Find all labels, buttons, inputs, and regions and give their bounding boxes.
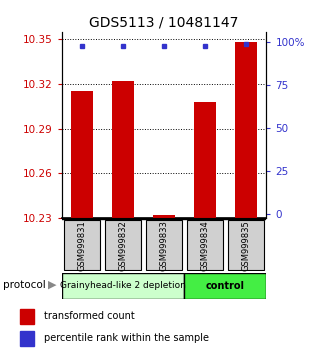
Text: protocol: protocol bbox=[3, 280, 46, 290]
Bar bbox=[184, 273, 266, 299]
Bar bbox=[187, 220, 223, 270]
Bar bbox=[105, 220, 141, 270]
Text: percentile rank within the sample: percentile rank within the sample bbox=[44, 333, 208, 343]
Bar bbox=[153, 215, 175, 218]
Bar bbox=[62, 273, 184, 299]
Bar bbox=[20, 309, 34, 324]
Text: GSM999835: GSM999835 bbox=[241, 220, 250, 270]
Title: GDS5113 / 10481147: GDS5113 / 10481147 bbox=[89, 15, 239, 29]
Text: Grainyhead-like 2 depletion: Grainyhead-like 2 depletion bbox=[60, 281, 186, 290]
Bar bbox=[20, 331, 34, 346]
Bar bbox=[71, 91, 93, 218]
Bar bbox=[235, 42, 257, 218]
Text: GSM999834: GSM999834 bbox=[200, 220, 209, 270]
Text: control: control bbox=[206, 281, 245, 291]
Bar bbox=[146, 220, 182, 270]
Text: transformed count: transformed count bbox=[44, 312, 134, 321]
Text: GSM999832: GSM999832 bbox=[119, 220, 128, 270]
Bar bbox=[228, 220, 264, 270]
Text: ▶: ▶ bbox=[48, 280, 57, 290]
Text: GSM999831: GSM999831 bbox=[78, 220, 87, 270]
Text: GSM999833: GSM999833 bbox=[160, 220, 168, 270]
Bar bbox=[112, 81, 134, 218]
Bar bbox=[194, 102, 216, 218]
Bar bbox=[64, 220, 100, 270]
